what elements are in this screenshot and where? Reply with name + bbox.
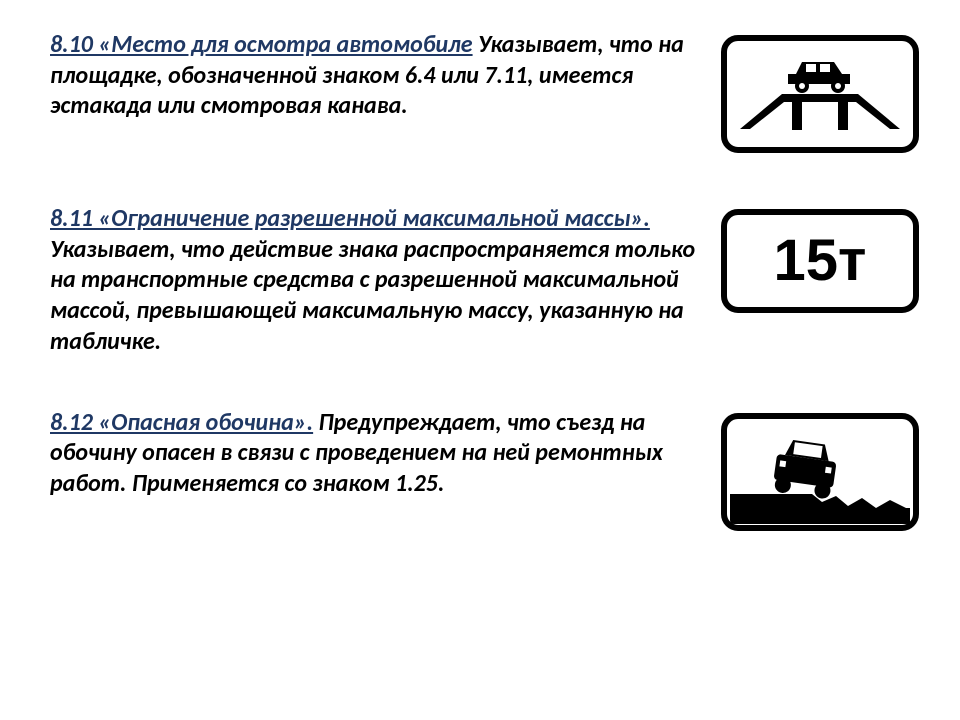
entry-8-12: 8.12 «Опасная обочина». Предупреждает, ч… <box>50 408 920 532</box>
entry-title: 8.11 «Ограничение разрешенной максимальн… <box>50 204 650 233</box>
entry-text: 8.12 «Опасная обочина». Предупреждает, ч… <box>50 408 720 500</box>
dangerous-shoulder-icon <box>720 412 920 532</box>
entry-title: 8.12 «Опасная обочина». <box>50 408 313 437</box>
weight-limit-text: 15т <box>774 228 867 293</box>
entry-body: Указывает, что действие знака распростра… <box>50 235 695 356</box>
sign-inspection-ramp <box>720 34 920 154</box>
entry-8-10: 8.10 «Место для осмотра автомобиле Указы… <box>50 30 920 154</box>
page: 8.10 «Место для осмотра автомобиле Указы… <box>0 0 960 720</box>
entry-text: 8.11 «Ограничение разрешенной максимальн… <box>50 204 720 358</box>
entry-8-11: 8.11 «Ограничение разрешенной максимальн… <box>50 204 920 358</box>
entry-title: 8.10 «Место для осмотра автомобиле <box>50 30 473 59</box>
sign-dangerous-shoulder <box>720 412 920 532</box>
inspection-ramp-icon <box>720 34 920 154</box>
weight-limit-icon: 15т <box>720 208 920 314</box>
entry-text: 8.10 «Место для осмотра автомобиле Указы… <box>50 30 720 122</box>
sign-weight-limit: 15т <box>720 208 920 314</box>
